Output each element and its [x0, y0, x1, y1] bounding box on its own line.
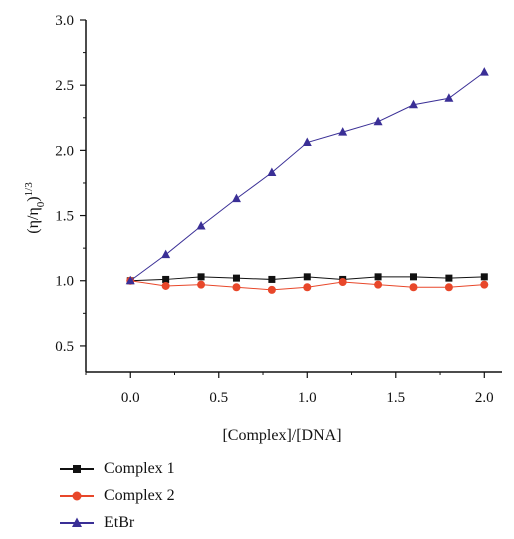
data-point: [268, 275, 276, 283]
data-point: [197, 273, 205, 281]
data-point: [374, 273, 382, 281]
legend-item-complex-2: Complex 2: [60, 482, 175, 509]
y-axis-label-close: ): [25, 196, 42, 201]
series-complex-2: [126, 276, 489, 294]
y-tick-label: 0.5: [55, 339, 74, 355]
y-tick-label: 1.0: [55, 274, 74, 290]
triangle-marker-icon: [60, 517, 94, 527]
series-line: [129, 71, 485, 282]
y-axis-label-sup: 1/3: [23, 182, 35, 197]
axes: [85, 20, 502, 373]
legend-item-etbr: EtBr: [60, 509, 175, 536]
data-point: [232, 283, 241, 292]
data-point: [374, 280, 383, 289]
ticks: 0.0 0.5 1.0 1.5 2.0 0.5 1.0 1.5 2.0 2.5 3.0: [55, 13, 493, 406]
data-point: [445, 274, 453, 282]
x-axis-label: [Complex]/[DNA]: [222, 427, 341, 444]
data-point: [444, 93, 454, 102]
y-tick-label: 2.5: [55, 78, 74, 94]
x-tick-label: 1.5: [386, 390, 405, 406]
y-axis-label-main: (η/η: [25, 207, 42, 234]
x-tick-label: 1.0: [298, 390, 317, 406]
series-etbr: [125, 67, 489, 285]
y-tick-label: 1.5: [55, 209, 74, 225]
y-axis-label-sub: 0: [35, 201, 47, 207]
data-point: [162, 275, 170, 283]
data-point: [196, 220, 206, 230]
data-point: [231, 193, 241, 203]
legend-item-complex-1: Complex 1: [60, 455, 175, 482]
data-point: [197, 280, 206, 289]
series-layer: [125, 67, 489, 294]
data-point: [408, 99, 418, 109]
y-tick-label: 3.0: [55, 13, 74, 29]
circle-marker-icon: [60, 491, 94, 500]
legend-label: Complex 1: [104, 459, 175, 477]
series-complex-1: [126, 273, 488, 285]
data-point: [480, 273, 488, 281]
data-point: [338, 127, 348, 136]
data-point: [480, 280, 489, 289]
data-point: [302, 137, 312, 147]
x-tick-label: 0.5: [209, 390, 228, 406]
data-point: [125, 275, 135, 285]
data-point: [373, 116, 383, 126]
legend-label: Complex 2: [104, 486, 175, 504]
y-tick-label: 2.0: [55, 143, 74, 159]
data-point: [161, 249, 171, 259]
square-marker-icon: [60, 464, 94, 473]
legend: Complex 1 Complex 2 EtBr: [60, 455, 175, 536]
x-tick-label: 2.0: [475, 390, 494, 406]
data-point: [267, 167, 277, 177]
x-tick-label: 0.0: [121, 390, 140, 406]
data-point: [409, 283, 418, 292]
data-point: [479, 67, 489, 76]
data-point: [444, 283, 453, 292]
data-point: [338, 278, 347, 287]
data-point: [267, 285, 276, 294]
y-axis-label: (η/η0)1/3: [23, 182, 47, 234]
legend-label: EtBr: [104, 513, 135, 531]
data-point: [232, 274, 240, 282]
data-point: [161, 281, 170, 290]
data-point: [409, 273, 417, 281]
data-point: [303, 283, 312, 292]
data-point: [303, 273, 311, 281]
svg-text:(η/η0)1/3: (η/η0)1/3: [23, 182, 47, 234]
